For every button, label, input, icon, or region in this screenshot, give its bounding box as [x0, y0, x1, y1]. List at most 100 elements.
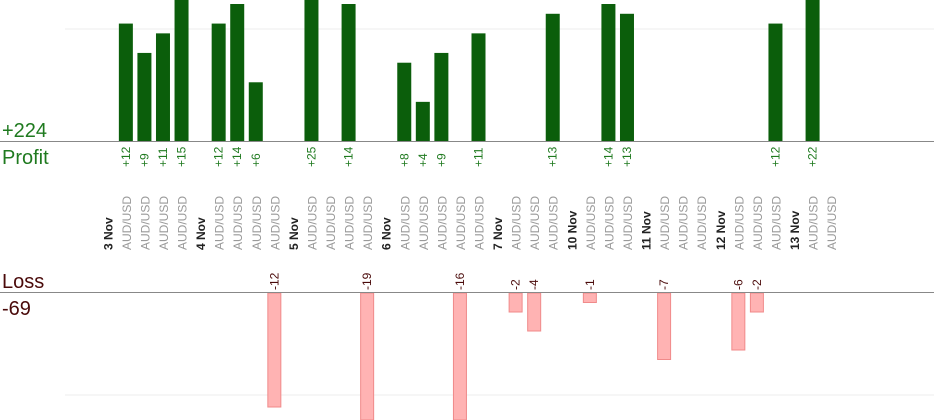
profit-value-label: +8	[397, 153, 411, 167]
profit-value-label: +12	[119, 146, 133, 167]
loss-total: -69	[2, 298, 31, 320]
profit-bar	[471, 33, 486, 141]
loss-value-label: -16	[453, 272, 467, 290]
date-label: 4 Nov	[194, 217, 208, 250]
date-label: 13 Nov	[788, 210, 802, 250]
pair-label: AUD/USD	[769, 196, 783, 250]
loss-value-label: -19	[360, 272, 374, 290]
pair-label: AUD/USD	[621, 196, 635, 250]
loss-bar	[749, 292, 764, 313]
pair-label: AUD/USD	[250, 196, 264, 250]
loss-value-label: -6	[731, 279, 745, 290]
loss-bar	[267, 292, 282, 408]
pair-label: AUD/USD	[584, 196, 598, 250]
pair-label: AUD/USD	[473, 196, 487, 250]
profit-bar	[601, 4, 616, 141]
date-label: 11 Nov	[640, 211, 654, 250]
profit-bar	[118, 23, 133, 142]
profit-value-label: +9	[434, 153, 448, 167]
pair-label: AUD/USD	[547, 196, 561, 250]
profit-value-label: +6	[249, 153, 263, 167]
loss-value-label: -4	[527, 279, 541, 290]
loss-bar	[582, 292, 597, 303]
profit-bar	[415, 101, 430, 141]
profit-value-label: +14	[601, 146, 615, 167]
pair-label: AUD/USD	[305, 196, 319, 250]
loss-value-label: -7	[657, 279, 671, 290]
pair-label: AUD/USD	[807, 196, 821, 250]
bars-layer	[118, 0, 820, 420]
pair-label: AUD/USD	[510, 196, 524, 250]
labels-layer: 3 Nov AUD/USD +12 AUD/USD +9 AUD/USD +11 AUD/US…	[101, 146, 839, 290]
profit-value-label: +25	[304, 146, 318, 167]
pair-label: AUD/USD	[732, 196, 746, 250]
profit-label: Profit	[2, 147, 49, 169]
pair-label: AUD/USD	[268, 196, 282, 250]
loss-bar	[508, 292, 523, 313]
pair-label: AUD/USD	[435, 196, 449, 250]
pair-label: AUD/USD	[528, 196, 542, 250]
pair-label: AUD/USD	[658, 196, 672, 250]
loss-value-label: -2	[750, 279, 764, 290]
profit-value-label: +22	[806, 146, 820, 167]
loss-bar	[360, 292, 375, 420]
pair-label: AUD/USD	[677, 196, 691, 250]
pair-label: AUD/USD	[176, 196, 190, 250]
pair-label: AUD/USD	[398, 196, 412, 250]
date-label: 10 Nov	[565, 210, 579, 250]
pair-label: AUD/USD	[417, 196, 431, 250]
profit-value-label: +15	[175, 146, 189, 167]
profit-bar	[545, 13, 560, 142]
pair-label: AUD/USD	[157, 196, 171, 250]
profit-value-label: +11	[472, 147, 486, 167]
profit-bar	[341, 4, 356, 141]
profit-value-label: +11	[156, 147, 170, 167]
profit-value-label: +13	[546, 146, 560, 167]
profit-value-label: +14	[342, 146, 356, 167]
loss-value-label: -1	[583, 279, 597, 290]
profit-bar	[230, 4, 245, 141]
date-label: 7 Nov	[491, 217, 505, 250]
loss-bar	[657, 292, 672, 360]
profit-value-label: +12	[768, 146, 782, 167]
profit-bar	[155, 33, 170, 141]
profit-value-label: +12	[212, 146, 226, 167]
pair-label: AUD/USD	[138, 196, 152, 250]
loss-bar	[731, 292, 746, 351]
profit-value-label: +4	[416, 153, 430, 167]
profit-bar	[304, 0, 319, 141]
loss-bar	[452, 292, 467, 420]
date-label: 3 Nov	[101, 217, 115, 250]
profit-bar	[137, 52, 152, 141]
profit-bar	[174, 0, 189, 141]
profit-bar	[434, 52, 449, 141]
pair-label: AUD/USD	[695, 196, 709, 250]
profit-bar	[768, 23, 783, 142]
pair-label: AUD/USD	[120, 196, 134, 250]
pair-label: AUD/USD	[454, 196, 468, 250]
loss-value-label: -12	[267, 272, 281, 290]
pair-label: AUD/USD	[213, 196, 227, 250]
profit-total: +224	[2, 120, 47, 142]
pair-label: AUD/USD	[825, 196, 839, 250]
profit-bar	[619, 13, 634, 142]
pair-label: AUD/USD	[324, 196, 338, 250]
date-label: 6 Nov	[380, 217, 394, 250]
loss-bar	[527, 292, 542, 332]
pair-label: AUD/USD	[231, 196, 245, 250]
profit-bar	[211, 23, 226, 142]
date-label: 5 Nov	[287, 217, 301, 250]
pair-label: AUD/USD	[343, 196, 357, 250]
profit-bar	[397, 62, 412, 141]
pair-label: AUD/USD	[361, 196, 375, 250]
profit-bar	[248, 82, 263, 141]
pair-label: AUD/USD	[751, 196, 765, 250]
profit-bar	[805, 0, 820, 141]
date-label: 12 Nov	[714, 210, 728, 250]
profit-value-label: +14	[230, 146, 244, 167]
pair-label: AUD/USD	[602, 196, 616, 250]
loss-label: Loss	[2, 271, 44, 293]
profit-value-label: +13	[620, 146, 634, 167]
